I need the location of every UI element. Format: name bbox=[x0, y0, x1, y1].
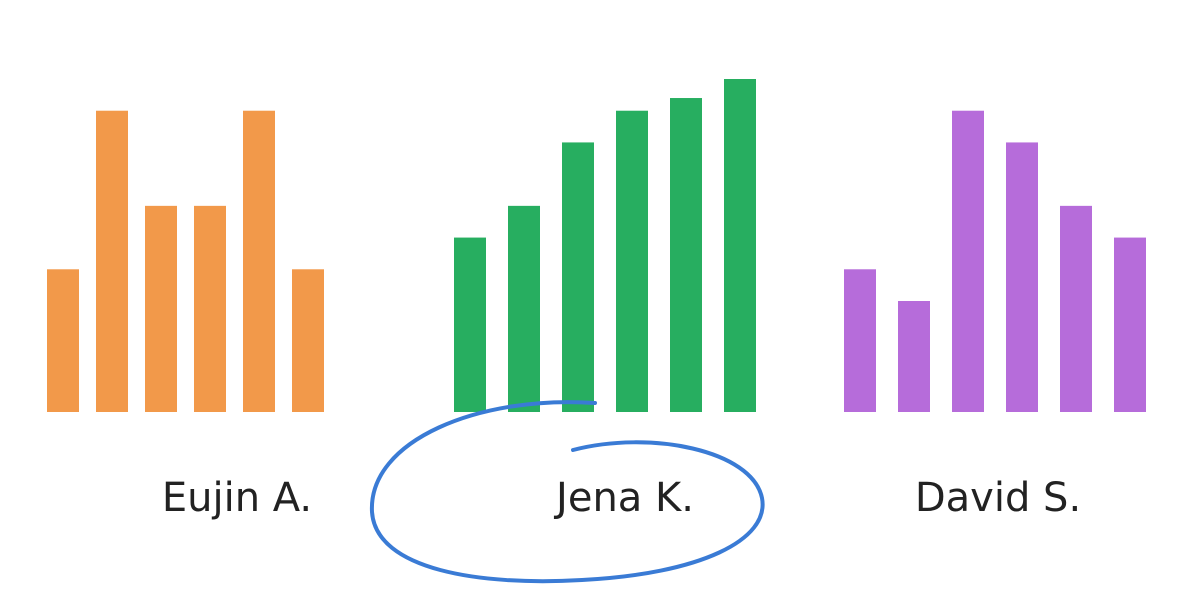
bar bbox=[145, 205, 177, 412]
bar bbox=[194, 205, 226, 412]
bar bbox=[724, 79, 756, 412]
bar bbox=[508, 205, 540, 412]
bar bbox=[96, 110, 128, 412]
person-name: Jena K. bbox=[553, 475, 694, 521]
bar bbox=[844, 269, 876, 412]
bar bbox=[292, 269, 324, 412]
bar bbox=[1006, 142, 1038, 412]
highlight-circle bbox=[369, 400, 765, 584]
bar bbox=[1060, 205, 1092, 412]
bar bbox=[454, 237, 486, 412]
person-name: Eujin A. bbox=[162, 475, 312, 521]
bar bbox=[952, 110, 984, 412]
bar bbox=[670, 98, 702, 413]
bar bbox=[1114, 237, 1146, 412]
bar bbox=[616, 110, 648, 412]
bar bbox=[562, 142, 594, 412]
bar bbox=[47, 269, 79, 412]
bar bbox=[243, 110, 275, 412]
bar bbox=[898, 301, 930, 412]
person-name: David S. bbox=[915, 475, 1081, 521]
